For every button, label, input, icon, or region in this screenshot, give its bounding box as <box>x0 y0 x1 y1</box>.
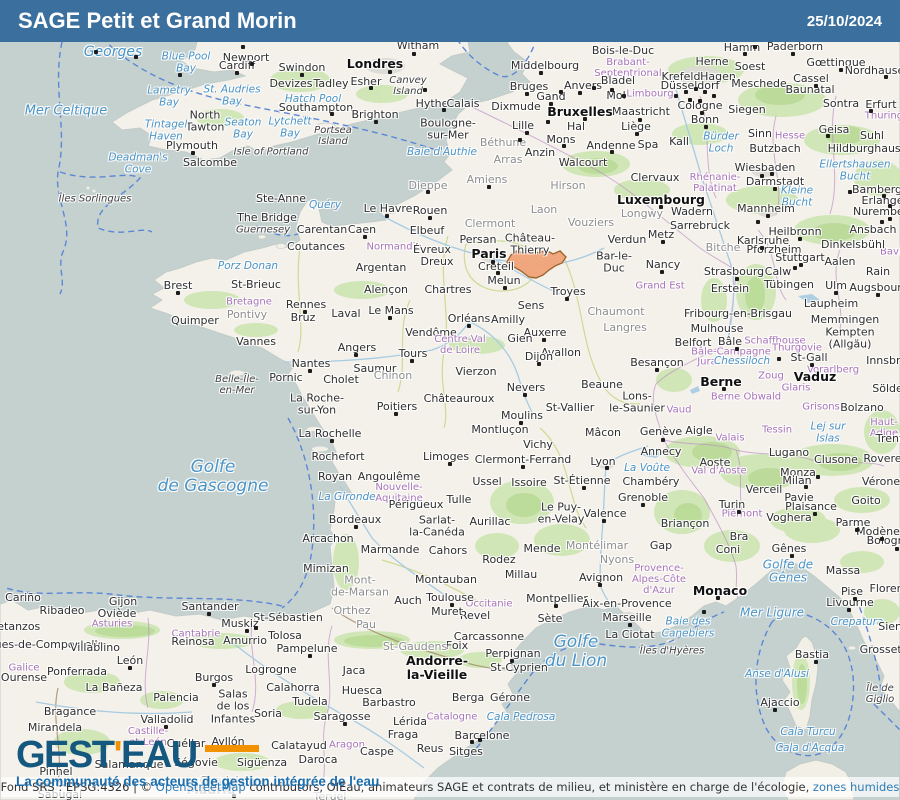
dense-forest-areas <box>95 85 865 704</box>
logo-slogan: La communauté des acteurs de gestion int… <box>16 774 380 789</box>
lakes <box>640 294 820 458</box>
page-title: SAGE Petit et Grand Morin <box>18 8 297 33</box>
sage-perimeter-highlight[interactable] <box>506 249 567 279</box>
logo-orange-dash <box>204 744 259 752</box>
giglio-island <box>865 688 871 692</box>
logo-text-gest: GEST <box>16 734 115 776</box>
logo-text-eau: EAU <box>121 734 198 776</box>
header-date: 25/10/2024 <box>806 12 882 30</box>
urban-areas <box>199 58 806 795</box>
national-borders <box>144 95 885 789</box>
continent-landmass <box>0 29 900 800</box>
rivers <box>35 75 735 769</box>
maritime-boundaries <box>5 29 900 757</box>
region-borders <box>297 235 641 607</box>
mediterranean-sea <box>413 559 900 800</box>
gesteau-logo: GEST ' EAU La communauté des acteurs de ge… <box>16 736 379 789</box>
header-bar: SAGE Petit et Grand Morin 25/10/2024 <box>0 0 900 42</box>
zones-humides-link[interactable]: zones humides <box>812 780 900 795</box>
scilly-isles <box>86 186 90 190</box>
scilly-isles <box>92 189 96 193</box>
osm-link[interactable]: OpenStreetMap <box>155 780 246 795</box>
logo-apostrophe: ' <box>113 734 122 776</box>
ile-oleron <box>312 446 328 452</box>
ile-de-re <box>307 427 321 431</box>
guernsey-island <box>257 234 267 240</box>
jersey-island <box>275 243 287 249</box>
belle-ile-island <box>230 370 244 376</box>
isle-of-wight <box>315 122 337 132</box>
elba-island <box>847 645 857 651</box>
